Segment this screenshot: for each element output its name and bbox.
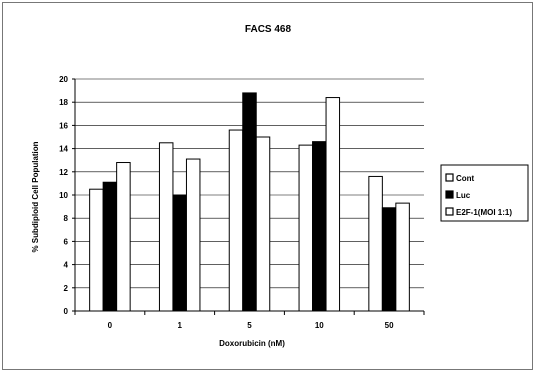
bar-luc-10: [312, 141, 327, 312]
y-tick-label: 12: [59, 168, 68, 177]
y-tick-label: 6: [64, 237, 69, 246]
bars: [89, 92, 410, 312]
legend-entry: E2F-1(MOI 1:1): [456, 208, 512, 217]
legend-swatch: [445, 207, 454, 216]
y-axis-label: % Subdiploid Cell Population: [31, 141, 40, 252]
bar-cont-1: [158, 142, 174, 312]
bar-e2f-1-moi-1-1--0: [116, 162, 131, 312]
x-tick-label: 5: [247, 321, 252, 330]
y-tick-label: 14: [59, 145, 68, 154]
x-tick-label: 1: [177, 321, 182, 330]
legend-entry: Luc: [456, 191, 471, 200]
legend-box: [440, 164, 529, 222]
x-axis-label: Doxorubicin (nM): [219, 339, 285, 348]
y-tick-labels: 0 2 4 6 8 10 12 14 16 18 20: [59, 75, 75, 316]
bar-e2f-1-moi-1-1--10: [325, 97, 341, 312]
x-tick-label: 50: [385, 321, 394, 330]
y-tick-label: 0: [64, 307, 69, 316]
chart-frame: [2, 2, 533, 370]
legend-swatch: [445, 173, 454, 182]
bar-luc-50: [381, 207, 397, 312]
y-tick-label: 16: [59, 121, 68, 130]
y-tick-label: 2: [64, 284, 69, 293]
bar-cont-0: [89, 188, 104, 312]
y-tick-label: 20: [59, 75, 68, 84]
y-tick-label: 8: [64, 214, 69, 223]
bar-luc-0: [102, 181, 118, 312]
x-tick-labels: 0 1 5 10 50: [74, 311, 425, 330]
bar-e2f-1-moi-1-1--50: [395, 202, 410, 312]
y-tick-label: 10: [59, 191, 68, 200]
chart-title: FACS 468: [245, 24, 292, 35]
x-tick-label: 0: [108, 321, 113, 330]
bar-cont-10: [298, 144, 314, 312]
y-tick-label: 18: [59, 98, 68, 107]
bar-luc-5: [242, 92, 257, 312]
x-tick-label: 10: [315, 321, 324, 330]
bar-cont-5: [228, 129, 244, 312]
bar-e2f-1-moi-1-1--1: [185, 158, 201, 312]
bar-e2f-1-moi-1-1--5: [255, 136, 271, 312]
bar-cont-50: [368, 175, 383, 312]
bar-luc-1: [172, 194, 187, 312]
legend-swatch: [445, 190, 454, 199]
y-tick-label: 4: [64, 261, 69, 270]
legend: Cont Luc E2F-1(MOI 1:1): [440, 164, 529, 222]
legend-entry: Cont: [456, 174, 475, 183]
